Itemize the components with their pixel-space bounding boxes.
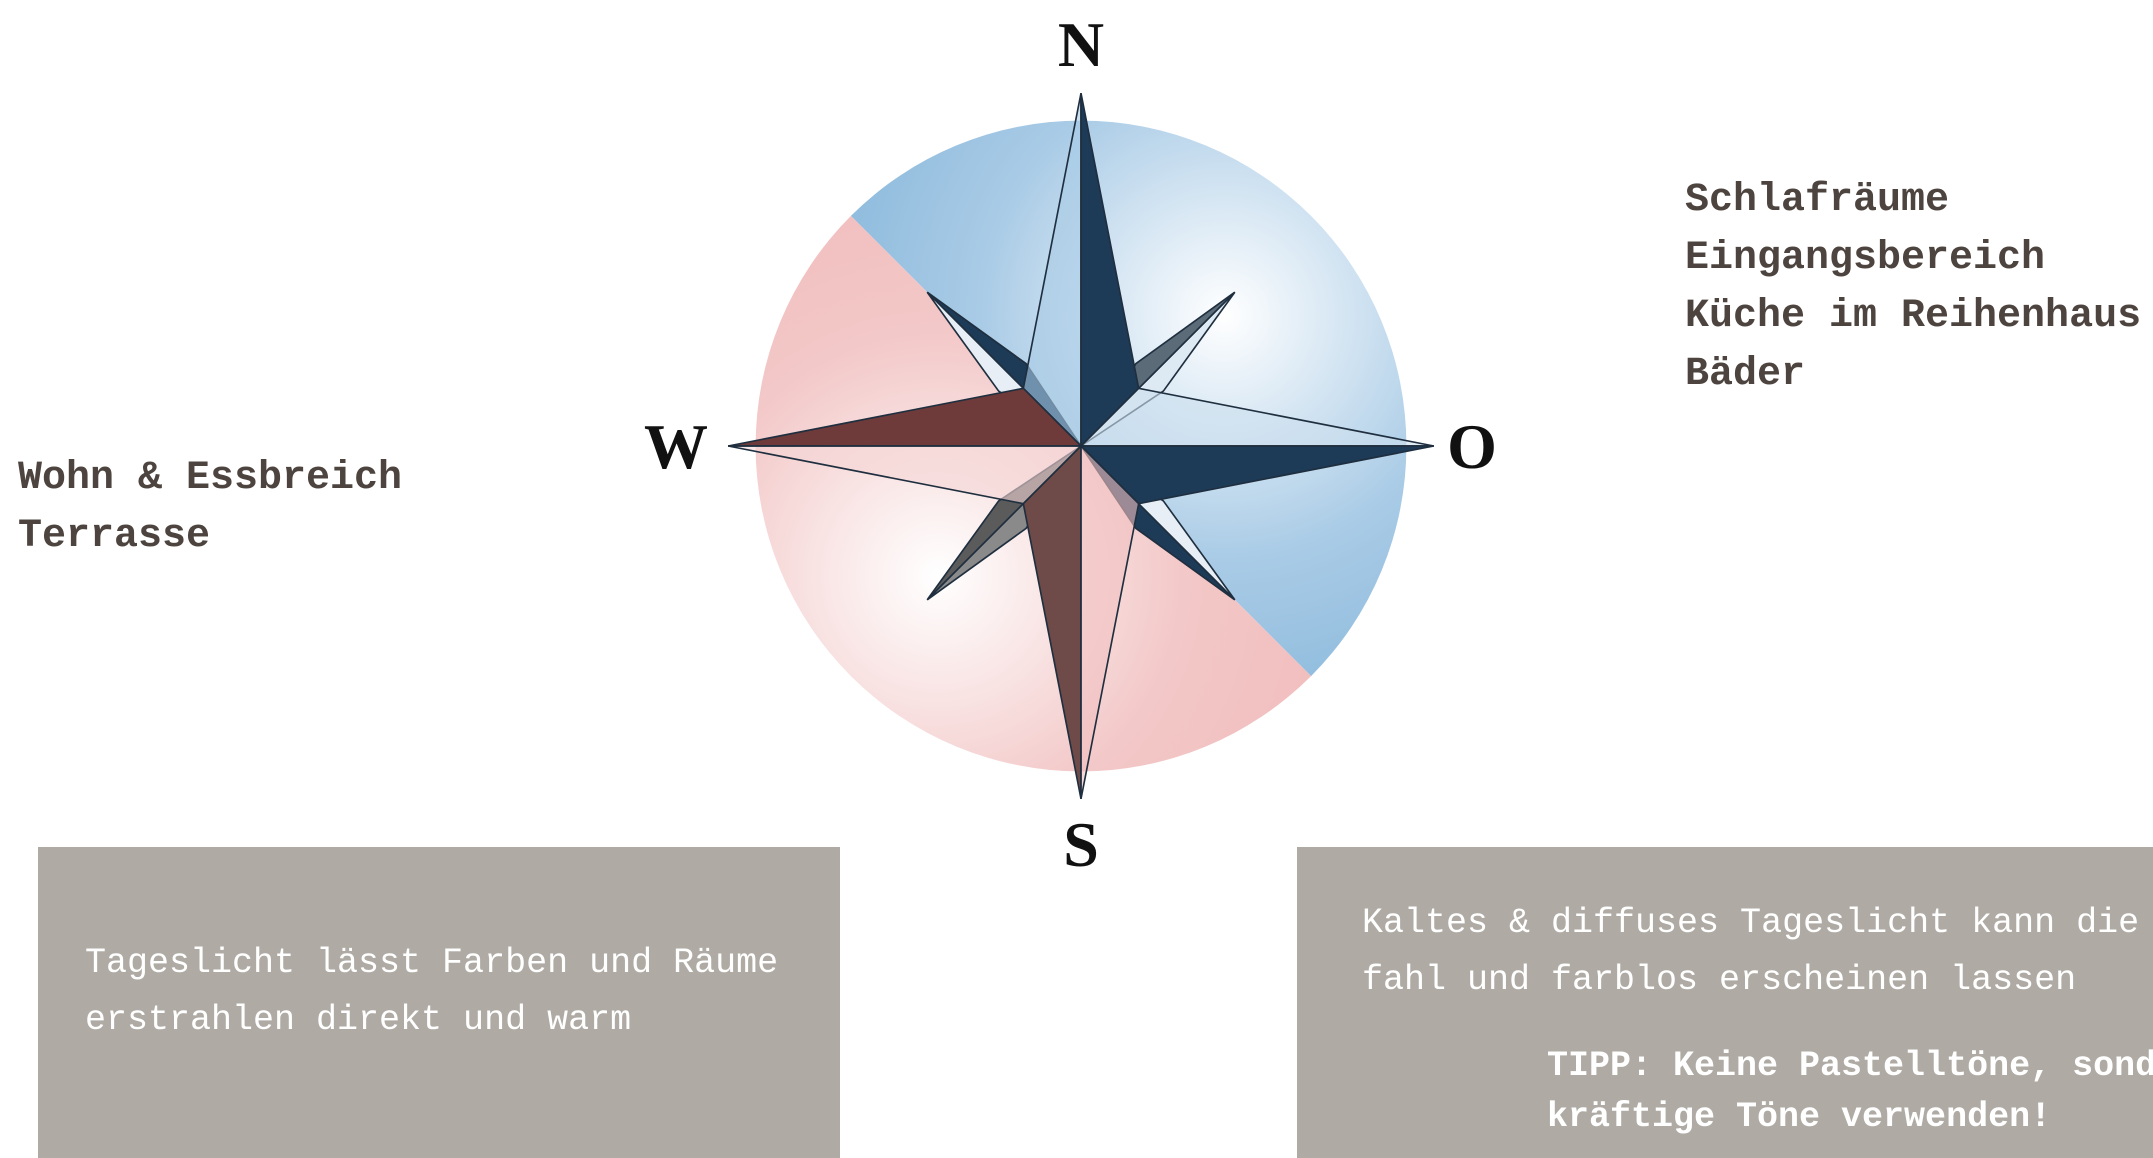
text-line: fahl und farblos erscheinen lassen <box>1362 952 2153 1009</box>
page: N W O S Schlafräume Eingangsbereich Küch… <box>0 0 2153 1158</box>
list-item: Küche im Reihenhaus <box>1685 288 2141 346</box>
warm-box: Tageslicht lässt Farben und Räume erstra… <box>38 847 840 1158</box>
left-list: Wohn & Essbreich Terrasse <box>18 450 402 566</box>
right-list: Schlafräume Eingangsbereich Küche im Rei… <box>1685 172 2141 404</box>
tip-line: TIPP: Keine Pastelltöne, sond <box>1547 1041 2153 1092</box>
box-text: Tageslicht lässt Farben und Räume erstra… <box>38 847 840 1049</box>
text-line: Tageslicht lässt Farben und Räume <box>85 935 840 992</box>
list-item: Eingangsbereich <box>1685 230 2141 288</box>
tip: TIPP: Keine Pastelltöne, sond kräftige T… <box>1297 1009 2153 1143</box>
compass-west: W <box>644 411 708 482</box>
text-line: Kaltes & diffuses Tageslicht kann die <box>1362 895 2153 952</box>
compass-rose <box>728 93 1434 799</box>
cold-box: Kaltes & diffuses Tageslicht kann die fa… <box>1297 847 2153 1158</box>
list-item: Terrasse <box>18 508 402 566</box>
box-text: Kaltes & diffuses Tageslicht kann die fa… <box>1297 847 2153 1009</box>
star <box>728 93 1434 799</box>
tip-line: kräftige Töne verwenden! <box>1547 1092 2153 1143</box>
compass-north: N <box>1058 9 1104 80</box>
list-item: Schlafräume <box>1685 172 2141 230</box>
list-item: Bäder <box>1685 346 2141 404</box>
compass-east: O <box>1447 411 1497 482</box>
compass-south: S <box>1063 809 1099 880</box>
text-line: erstrahlen direkt und warm <box>85 992 840 1049</box>
list-item: Wohn & Essbreich <box>18 450 402 508</box>
